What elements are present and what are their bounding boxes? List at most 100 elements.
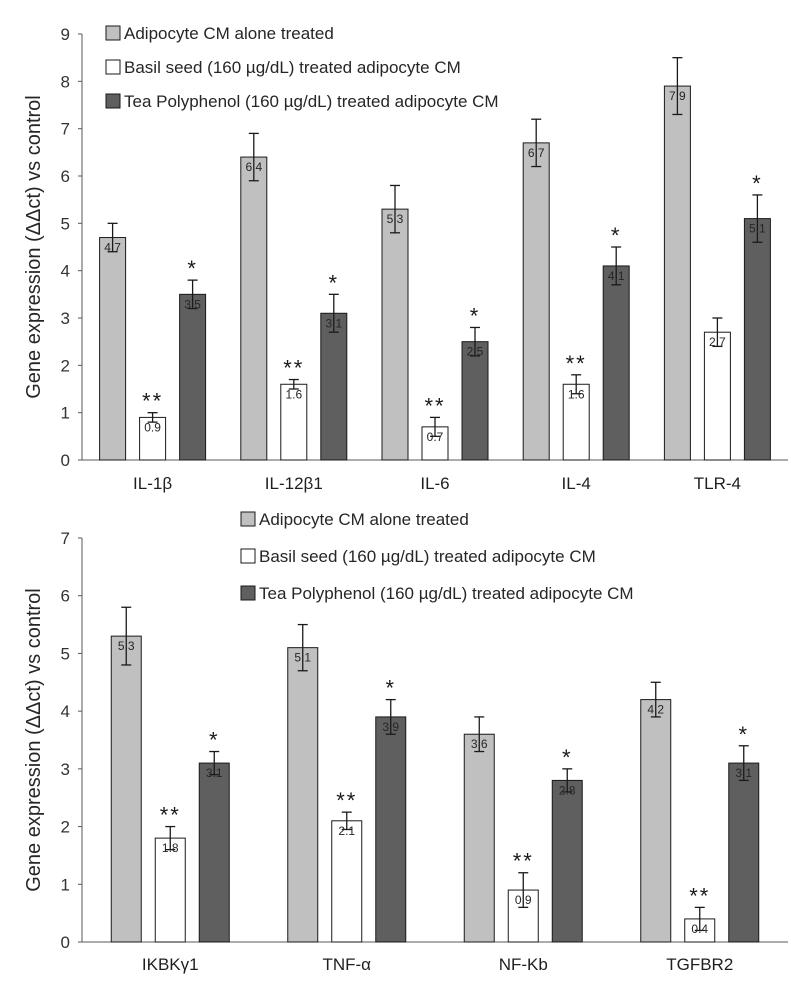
bar-1: [110, 635, 142, 943]
data-label: 3.1: [325, 316, 342, 330]
bar-3: [551, 779, 583, 943]
significance-mark: **: [142, 389, 163, 414]
data-label: 0.9: [144, 420, 161, 434]
x-tick-label: TNF-α: [322, 955, 371, 974]
significance-mark: *: [611, 223, 622, 248]
significance-mark: **: [336, 788, 357, 813]
data-label: 4.2: [647, 703, 664, 717]
significance-mark: *: [209, 728, 220, 753]
y-tick-label: 1: [61, 875, 70, 894]
bar-3: [602, 265, 630, 461]
data-label: 4.7: [104, 241, 121, 255]
y-tick-label: 6: [61, 167, 70, 186]
y-tick-label: 8: [61, 72, 70, 91]
significance-mark: *: [385, 676, 396, 701]
data-label: 5.3: [387, 212, 404, 226]
significance-mark: *: [738, 722, 749, 747]
data-label: 5.3: [118, 639, 135, 653]
data-label: 2.1: [338, 824, 355, 838]
bar-2: [562, 383, 590, 461]
data-label: 3.9: [382, 720, 399, 734]
data-label: 3.1: [206, 766, 223, 780]
data-label: 6.4: [245, 160, 262, 174]
legend-label-3: Tea Polyphenol (160 µg/dL) treated adipo…: [259, 584, 634, 603]
data-label: 0.7: [427, 430, 444, 444]
legend-label-2: Basil seed (160 µg/dL) treated adipocyte…: [259, 547, 596, 566]
y-tick-label: 7: [61, 529, 70, 548]
bar-1: [663, 85, 691, 461]
data-label: 3.1: [735, 766, 752, 780]
data-label: 0.4: [691, 922, 708, 936]
bar-2: [331, 820, 363, 943]
y-tick-label: 4: [61, 702, 70, 721]
legend-label-2: Basil seed (160 µg/dL) treated adipocyte…: [124, 58, 461, 77]
y-tick-label: 1: [61, 404, 70, 423]
bar-1: [287, 647, 319, 943]
y-tick-label: 4: [61, 262, 70, 281]
data-label: 0.9: [515, 893, 532, 907]
bar-2: [703, 331, 731, 461]
x-tick-label: IL-1β: [133, 474, 172, 493]
bar-3: [743, 218, 771, 461]
x-tick-label: IKBKγ1: [142, 955, 199, 974]
bar-1: [463, 733, 495, 943]
chart-top: 0 1 2 3 4 5 6 7 8 9 Gene expression (ΔΔct) vs cont…: [23, 24, 788, 493]
bar-2: [280, 383, 308, 461]
legend-label-1: Adipocyte CM alone treated: [259, 510, 469, 529]
significance-mark: *: [470, 303, 481, 328]
bar-3: [728, 762, 760, 943]
x-tick-label: TLR-4: [694, 474, 741, 493]
x-tick-label: IL-6: [420, 474, 449, 493]
data-label: 7.9: [669, 89, 686, 103]
significance-mark: *: [562, 745, 573, 770]
y-tick-label: 5: [61, 214, 70, 233]
significance-mark: *: [752, 171, 763, 196]
significance-mark: *: [187, 256, 198, 281]
bar-3: [461, 341, 489, 461]
significance-mark: **: [513, 849, 534, 874]
y-tick-label: 2: [61, 356, 70, 375]
bar-1: [522, 142, 550, 461]
y-tick-label: 0: [61, 933, 70, 952]
y-tick-label: 9: [61, 25, 70, 44]
y-tick-label: 0: [61, 451, 70, 470]
legend-swatch-2: [240, 548, 256, 564]
y-tick-label: 3: [61, 760, 70, 779]
significance-mark: **: [424, 393, 445, 418]
data-label: 2.7: [709, 335, 726, 349]
data-label: 5.1: [749, 222, 766, 236]
data-label: 3.6: [471, 737, 488, 751]
data-label: 2.5: [467, 345, 484, 359]
legend-swatch-1: [240, 511, 256, 527]
bar-1: [381, 208, 409, 461]
significance-mark: **: [689, 883, 710, 908]
bar-3: [375, 716, 407, 943]
y-tick-label: 3: [61, 309, 70, 328]
y-axis-label: Gene expression (ΔΔct) vs control: [23, 95, 45, 399]
data-label: 3.5: [184, 297, 201, 311]
legend-swatch-3: [240, 585, 256, 601]
significance-mark: *: [329, 270, 340, 295]
bar-1: [240, 156, 268, 461]
y-tick-label: 6: [61, 587, 70, 606]
data-label: 5.1: [294, 651, 311, 665]
y-tick-label: 5: [61, 644, 70, 663]
legend-label-1: Adipocyte CM alone treated: [124, 24, 334, 43]
bar-3: [198, 762, 230, 943]
data-label: 1.8: [162, 841, 179, 855]
legend-label-3: Tea Polyphenol (160 µg/dL) treated adipo…: [124, 92, 499, 111]
x-tick-label: IL-12β1: [265, 474, 323, 493]
chart-bottom: 0 1 2 3 4 5 6 7 Gene expression (ΔΔct) vs contro…: [23, 510, 788, 974]
data-label: 2.8: [559, 783, 576, 797]
x-tick-label: NF-Kb: [499, 955, 548, 974]
legend-swatch-3: [105, 93, 121, 109]
legend-swatch-1: [105, 25, 121, 41]
bar-1: [99, 237, 127, 461]
bar-1: [640, 699, 672, 943]
bar-2: [154, 837, 186, 943]
significance-mark: **: [566, 351, 587, 376]
data-label: 4.1: [608, 269, 625, 283]
legend-swatch-2: [105, 59, 121, 75]
bar-3: [179, 293, 207, 461]
